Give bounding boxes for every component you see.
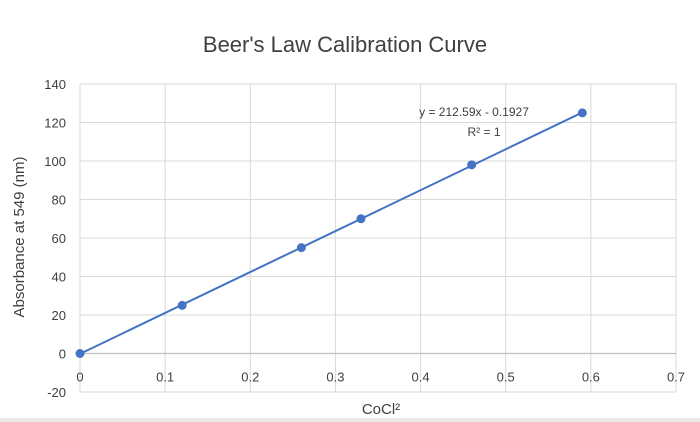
y-tick-labels: -20 0 20 40 60 80 100 120 140 <box>44 77 66 400</box>
data-point <box>467 160 477 170</box>
x-tick-label: 0.2 <box>241 370 259 385</box>
bottom-edge-bar <box>0 418 700 422</box>
y-tick-label: 80 <box>52 193 66 208</box>
x-tick-label: 0.3 <box>326 370 344 385</box>
x-tick-label: 0.7 <box>667 370 685 385</box>
x-tick-label: 0.4 <box>412 370 430 385</box>
data-points <box>75 108 587 358</box>
data-point <box>296 243 306 253</box>
y-tick-label: 20 <box>52 308 66 323</box>
data-point <box>356 214 366 224</box>
trendline <box>79 111 583 355</box>
chart-title: Beer's Law Calibration Curve <box>203 32 487 57</box>
x-tick-labels: 0 0.1 0.2 0.3 0.4 0.5 0.6 0.7 <box>76 370 685 385</box>
y-tick-label: 40 <box>52 270 66 285</box>
y-axis-label: Absorbance at 549 (nm) <box>11 157 28 318</box>
r-squared-label: R² = 1 <box>467 125 500 139</box>
x-tick-label: 0.1 <box>156 370 174 385</box>
y-tick-label: 120 <box>44 116 66 131</box>
y-tick-label: 140 <box>44 77 66 92</box>
grid <box>79 83 677 393</box>
y-tick-label: 100 <box>44 154 66 169</box>
y-tick-label: -20 <box>47 385 66 400</box>
x-tick-label: 0.6 <box>582 370 600 385</box>
y-tick-label: 60 <box>52 231 66 246</box>
y-tick-label: 0 <box>59 347 66 362</box>
data-point <box>577 108 587 118</box>
x-tick-label: 0.5 <box>497 370 515 385</box>
x-tick-label: 0 <box>76 370 83 385</box>
data-point <box>177 300 187 310</box>
x-axis-label: CoCl² <box>362 401 400 418</box>
data-point <box>75 349 85 358</box>
trendline-equation: y = 212.59x - 0.1927 <box>419 105 529 119</box>
trendline-group <box>79 111 583 355</box>
